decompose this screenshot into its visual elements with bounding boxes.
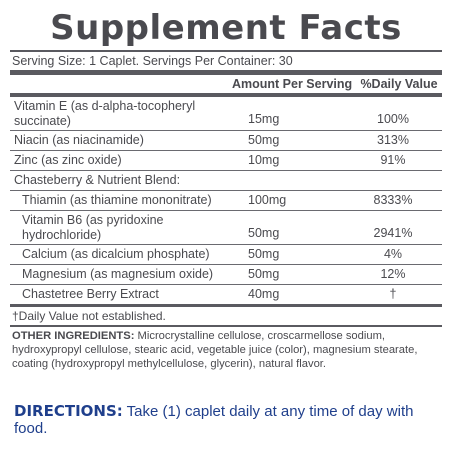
directions-text: Take (1) caplet daily at any time of day…: [14, 403, 414, 437]
nutrient-amount: 40mg: [248, 287, 280, 301]
nutrient-amount: 100mg: [248, 193, 287, 207]
nutrient-name: Calcium (as dicalcium phosphate): [22, 247, 210, 261]
table-row: Chastetree Berry Extract 40mg †: [10, 285, 442, 304]
header-rule: [10, 93, 442, 97]
top-rule: [10, 50, 442, 52]
footnote-rule: [10, 325, 442, 327]
nutrient-dv: †: [389, 287, 397, 301]
heavy-rule: [10, 70, 442, 75]
nutrient-name: Zinc (as zinc oxide): [14, 153, 122, 167]
nutrient-name: Thiamin (as thiamine mononitrate): [22, 193, 212, 207]
nutrient-dv: 2941%: [373, 226, 413, 240]
column-header-row: Amount Per Serving %Daily Value: [10, 75, 442, 93]
nutrient-amount: 15mg: [248, 112, 280, 126]
bottom-rule: [10, 304, 442, 307]
footnote: †Daily Value not established.: [12, 309, 166, 323]
table-row: Vitamin B6 (as pyridoxine hydrochloride)…: [10, 211, 442, 245]
table-row: Zinc (as zinc oxide) 10mg 91%: [10, 151, 442, 171]
table-row: Chasteberry & Nutrient Blend:: [10, 171, 442, 190]
other-ingredients: OTHER INGREDIENTS: Microcrystalline cell…: [10, 327, 442, 371]
other-ingredients-label: OTHER INGREDIENTS:: [12, 330, 135, 342]
header-daily-value: %Daily Value: [360, 77, 438, 91]
directions-label: DIRECTIONS:: [14, 402, 123, 420]
header-spacer: [10, 75, 232, 93]
nutrient-dv: 12%: [380, 267, 406, 281]
nutrient-dv: 313%: [377, 133, 409, 147]
table-row: Calcium (as dicalcium phosphate) 50mg 4%: [10, 245, 442, 265]
nutrient-dv: 91%: [380, 153, 406, 167]
supplement-facts-panel: Supplement Facts Serving Size: 1 Caplet.…: [10, 6, 442, 371]
nutrient-name: Niacin (as niacinamide): [14, 133, 144, 147]
other-ingredients-text: Microcrystalline cellulose, croscarmello…: [12, 330, 418, 370]
nutrient-amount: 10mg: [248, 153, 280, 167]
directions: DIRECTIONS: Take (1) caplet daily at any…: [14, 402, 450, 437]
nutrient-name: Magnesium (as magnesium oxide): [22, 267, 214, 281]
nutrient-dv: 100%: [377, 112, 409, 126]
table-row: Thiamin (as thiamine mononitrate) 100mg …: [10, 190, 442, 211]
header-amount: Amount Per Serving: [232, 77, 353, 91]
table-row: Niacin (as niacinamide) 50mg 313%: [10, 131, 442, 151]
nutrient-name: Vitamin E (as d-alpha-tocopheryl succina…: [14, 99, 196, 128]
nutrient-amount: 50mg: [248, 267, 280, 281]
nutrient-dv: 4%: [383, 247, 403, 261]
serving-info: Serving Size: 1 Caplet. Servings Per Con…: [12, 54, 293, 68]
nutrient-name: Chastetree Berry Extract: [22, 287, 159, 301]
nutrient-amount: 50mg: [248, 226, 280, 240]
table-row: Vitamin E (as d-alpha-tocopheryl succina…: [10, 97, 442, 131]
blend-name: Chasteberry & Nutrient Blend:: [14, 173, 181, 187]
panel-title: Supplement Facts: [50, 8, 402, 48]
nutrient-amount: 50mg: [248, 133, 280, 147]
nutrient-name: Vitamin B6 (as pyridoxine hydrochloride): [22, 213, 164, 242]
nutrient-amount: 50mg: [248, 247, 280, 261]
table-row: Magnesium (as magnesium oxide) 50mg 12%: [10, 265, 442, 285]
nutrient-dv: 8333%: [373, 193, 413, 207]
